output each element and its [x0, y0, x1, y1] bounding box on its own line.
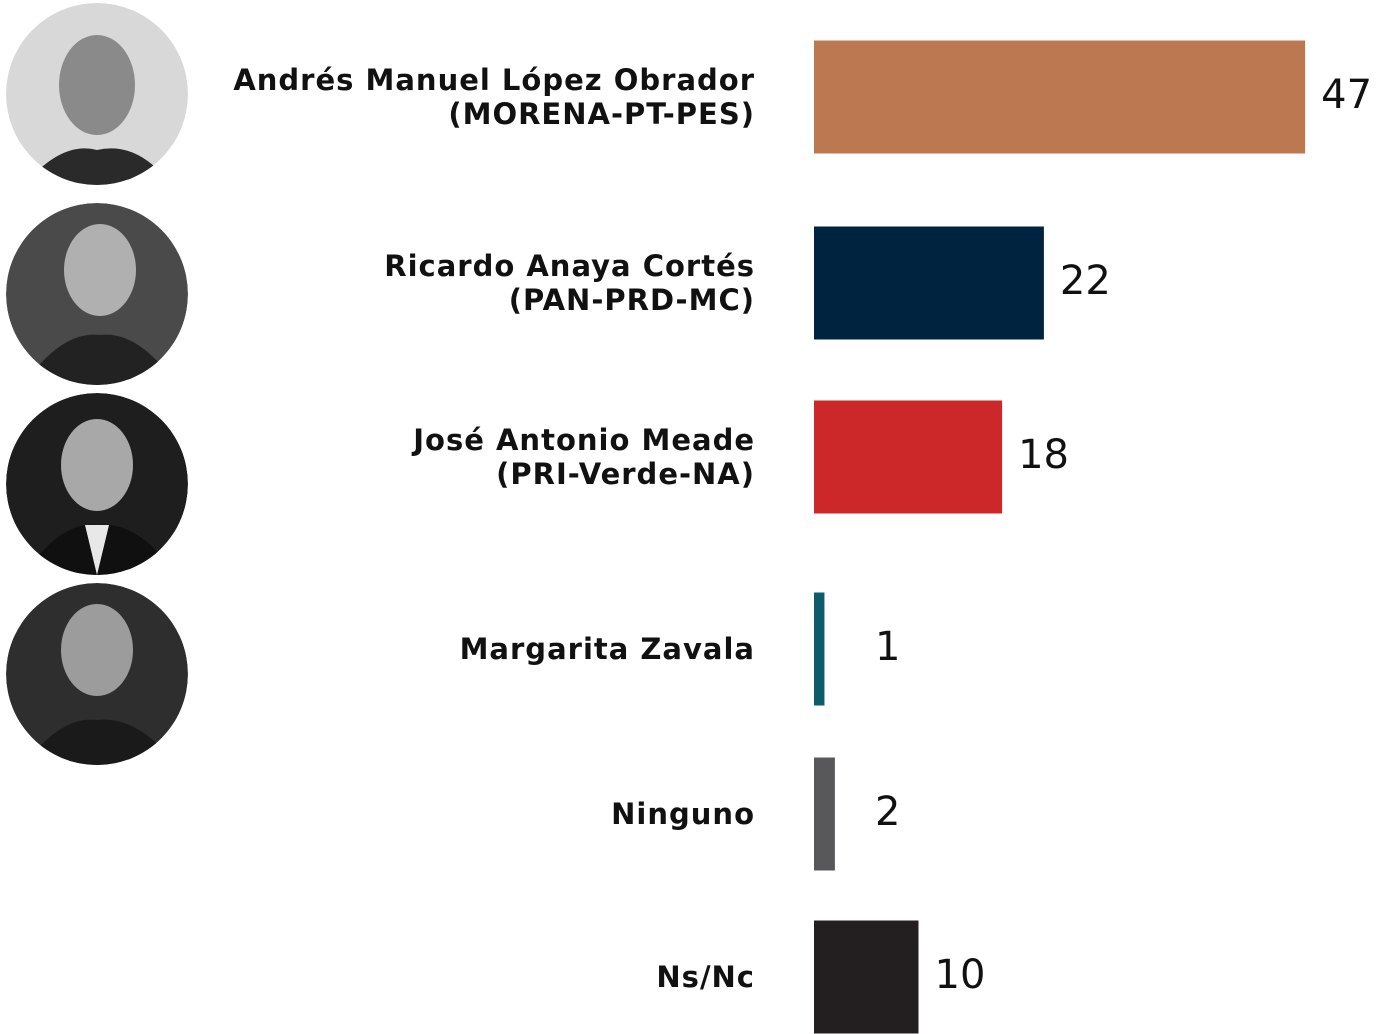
value-label: 18 — [1018, 432, 1069, 478]
category-label: Margarita Zavala — [460, 632, 755, 666]
category-label: Ns/Nc — [656, 960, 755, 994]
portrait — [6, 3, 188, 190]
category-label: José Antonio Meade — [411, 423, 755, 457]
chart: 47 Andrés Manuel López Obrador(MORENA-PT-… — [0, 0, 1377, 1034]
bar — [814, 227, 1044, 340]
category-label: Ninguno — [611, 797, 755, 831]
portrait — [6, 393, 188, 580]
category-label: (MORENA-PT-PES) — [448, 97, 755, 131]
bar — [814, 401, 1002, 514]
value-label: 10 — [935, 952, 986, 998]
bar — [814, 593, 824, 706]
value-label: 22 — [1060, 258, 1111, 304]
bar — [814, 921, 919, 1034]
portrait — [6, 203, 188, 390]
value-label: 1 — [875, 624, 900, 670]
category-label: (PRI-Verde-NA) — [496, 457, 755, 491]
bar — [814, 41, 1305, 154]
value-label: 47 — [1321, 72, 1372, 118]
bar — [814, 758, 835, 871]
category-label: Andrés Manuel López Obrador — [233, 63, 755, 97]
category-label: Ricardo Anaya Cortés — [384, 249, 755, 283]
value-label: 2 — [875, 789, 900, 835]
portrait — [6, 583, 188, 770]
category-label: (PAN-PRD-MC) — [509, 283, 755, 317]
